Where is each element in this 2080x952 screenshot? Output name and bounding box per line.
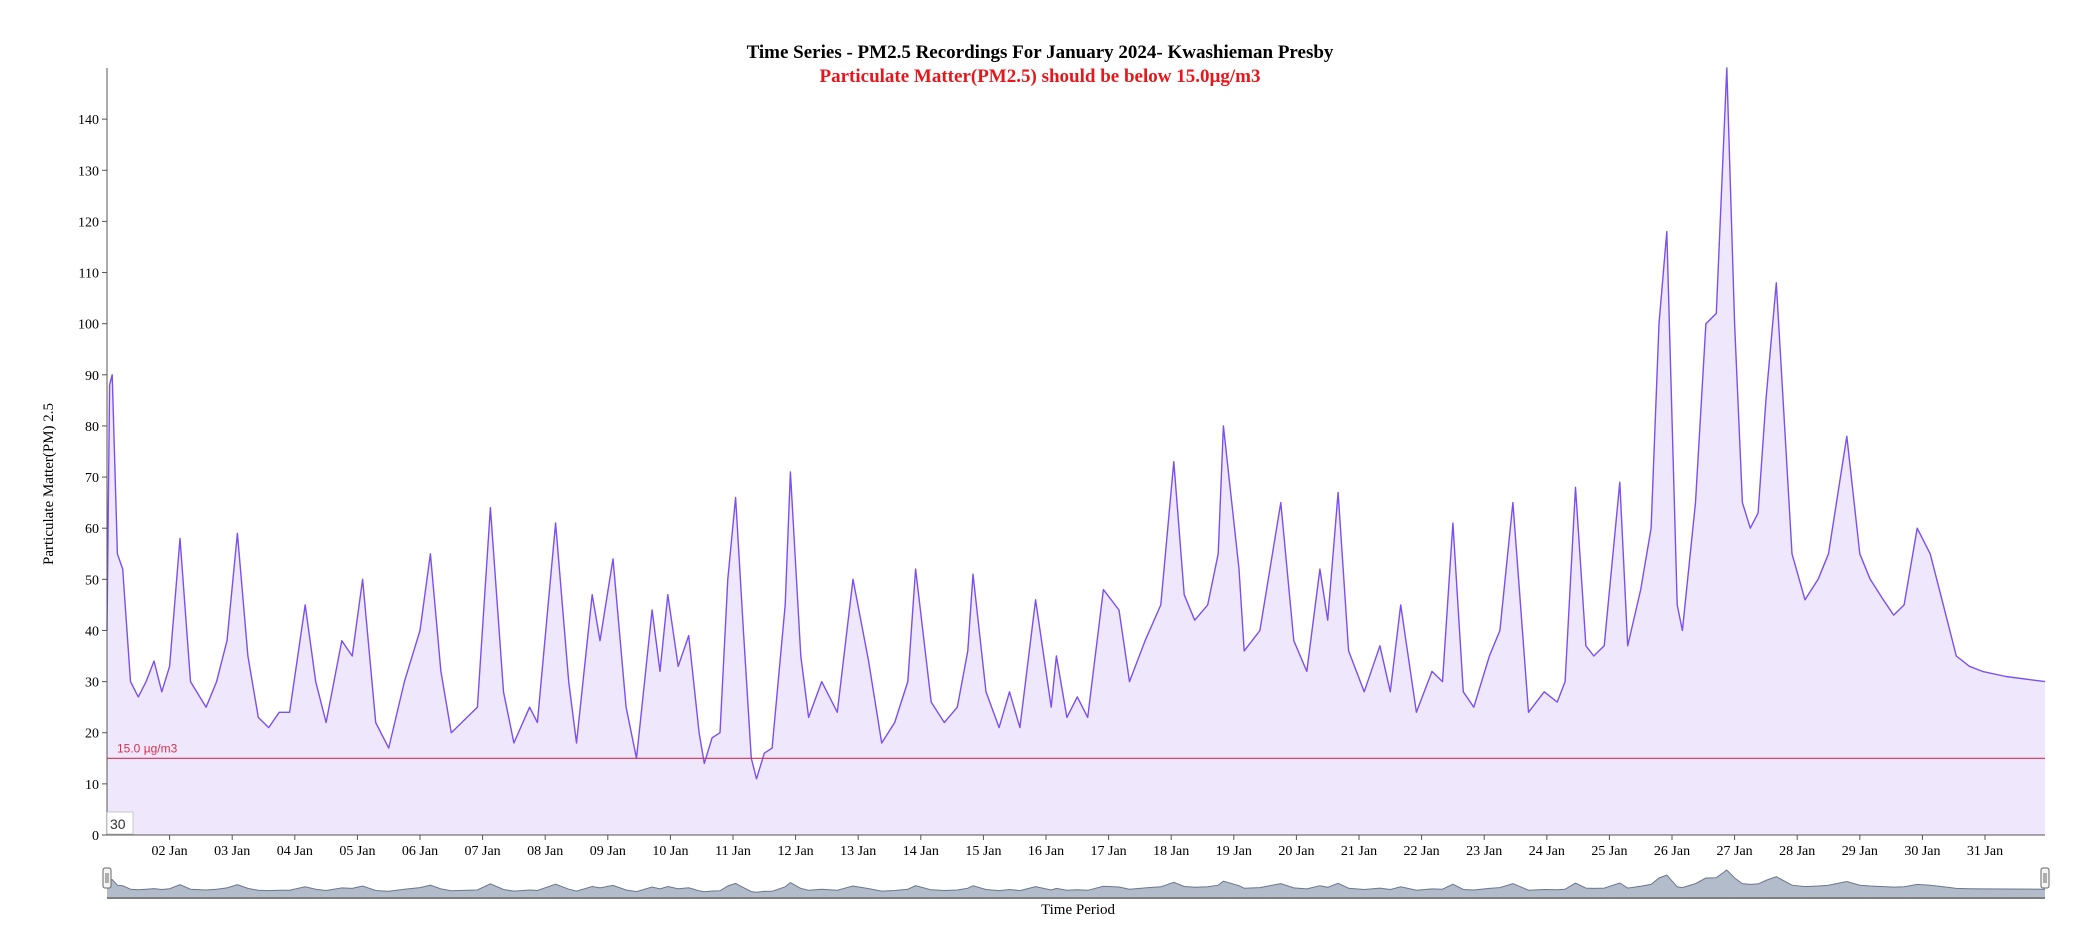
x-tick-label: 12 Jan [778, 844, 814, 859]
x-tick-label: 04 Jan [277, 844, 313, 859]
y-axis: 0 10 20 30 40 50 60 70 80 90 100 110 120 130 140 [78, 113, 107, 844]
y-tick-label: 130 [78, 164, 99, 179]
threshold-group: 15.0 µg/m3 [107, 741, 2045, 759]
y-tick-label: 110 [79, 267, 99, 282]
threshold-label: 15.0 µg/m3 [117, 741, 178, 755]
x-tick-label: 09 Jan [590, 844, 626, 859]
x-tick-label: 17 Jan [1091, 844, 1127, 859]
x-axis-label: Time Period [1041, 902, 1116, 918]
x-tick-label: 30 Jan [1904, 844, 1940, 859]
x-tick-label: 06 Jan [402, 844, 438, 859]
y-tick-label: 30 [85, 676, 99, 691]
x-tick-label: 10 Jan [652, 844, 688, 859]
x-tick-label: 05 Jan [339, 844, 375, 859]
y-tick-label: 70 [85, 471, 99, 486]
series-line[interactable] [106, 67, 2046, 780]
y-tick-label: 100 [78, 318, 99, 333]
plot-area [106, 67, 2046, 835]
x-tick-label: 26 Jan [1654, 844, 1690, 859]
navigator-left-handle[interactable] [102, 867, 112, 889]
x-tick-label: 20 Jan [1278, 844, 1314, 859]
zoom-window-label: 30 [110, 816, 126, 832]
x-tick-label: 28 Jan [1779, 844, 1815, 859]
x-tick-label: 02 Jan [152, 844, 188, 859]
y-tick-label: 40 [85, 624, 99, 639]
navigator-right-handle[interactable] [2040, 867, 2050, 889]
x-tick-label: 03 Jan [214, 844, 250, 859]
y-tick-label: 80 [85, 420, 99, 435]
y-tick-label: 0 [92, 829, 99, 844]
x-tick-label: 23 Jan [1466, 844, 1502, 859]
navigator-line [106, 869, 2046, 893]
y-axis-label: Particulate Matter(PM) 2.5 [41, 403, 57, 565]
x-tick-label: 19 Jan [1216, 844, 1252, 859]
x-tick-label: 29 Jan [1842, 844, 1878, 859]
series-area [107, 68, 2045, 835]
x-tick-label: 25 Jan [1591, 844, 1627, 859]
x-tick-label: 16 Jan [1028, 844, 1064, 859]
x-tick-label: 13 Jan [840, 844, 876, 859]
navigator[interactable] [106, 869, 2046, 899]
x-tick-label: 27 Jan [1717, 844, 1753, 859]
chart-title: Time Series - PM2.5 Recordings For Janua… [747, 42, 1334, 63]
x-tick-label: 14 Jan [903, 844, 939, 859]
x-tick-label: 24 Jan [1529, 844, 1565, 859]
y-tick-label: 60 [85, 522, 99, 537]
y-tick-label: 120 [78, 215, 99, 230]
x-tick-label: 31 Jan [1967, 844, 2003, 859]
chart-subtitle: Particulate Matter(PM2.5) should be belo… [819, 66, 1260, 87]
x-tick-label: 07 Jan [465, 844, 501, 859]
x-tick-label: 15 Jan [965, 844, 1001, 859]
navigator-area [107, 870, 2045, 897]
x-tick-label: 08 Jan [527, 844, 563, 859]
y-tick-label: 20 [85, 727, 99, 742]
zoom-window-box [106, 811, 134, 835]
y-tick-label: 90 [85, 369, 99, 384]
y-tick-label: 140 [78, 113, 99, 128]
x-tick-label: 21 Jan [1341, 844, 1377, 859]
y-tick-label: 10 [85, 778, 99, 793]
x-tick-label: 18 Jan [1153, 844, 1189, 859]
x-tick-label: 22 Jan [1404, 844, 1440, 859]
x-tick-label: 11 Jan [715, 844, 751, 859]
y-tick-label: 50 [85, 573, 99, 588]
x-axis: 02 Jan 03 Jan 04 Jan 05 Jan 06 Jan 07 Jan 08 J… [152, 835, 2003, 859]
